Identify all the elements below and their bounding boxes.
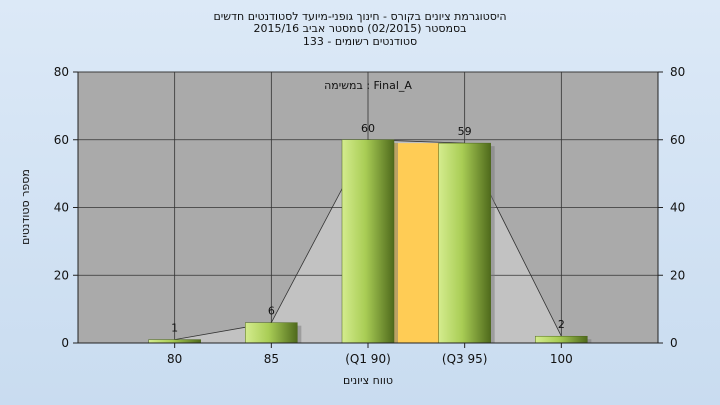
data-label: 59 xyxy=(458,125,472,138)
data-label: 6 xyxy=(268,305,275,318)
x-tick-label: (Q1 90) xyxy=(345,352,391,366)
y-tick-label-left: 20 xyxy=(54,268,69,282)
x-tick-label: (Q3 95) xyxy=(442,352,488,366)
chart-title-line-3: סטודנטים רשומים - 133 xyxy=(302,35,418,48)
y-tick-label-right: 40 xyxy=(670,201,685,215)
y-tick-label-left: 0 xyxy=(61,336,69,350)
data-label: 2 xyxy=(558,318,565,331)
chart-title-line-2: בסמסטר (02/2015) סמסטר אביב 2015/16 xyxy=(253,22,467,35)
bar xyxy=(148,339,201,344)
chart-title-line-1: היסטוגרמת ציונים בקורס - חינוך גופני-מיו… xyxy=(213,10,507,23)
x-axis-label: טווח ציונים xyxy=(343,374,393,387)
x-tick-label: 100 xyxy=(550,352,573,366)
y-tick-label-right: 60 xyxy=(670,133,685,147)
x-tick-label: 85 xyxy=(264,352,279,366)
x-tick-label: 80 xyxy=(167,352,182,366)
y-tick-label-right: 20 xyxy=(670,268,685,282)
task-annotation: במשימה : Final_A xyxy=(324,79,412,92)
bar xyxy=(245,322,298,344)
data-label: 1 xyxy=(171,322,178,335)
y-tick-label-left: 80 xyxy=(54,65,69,79)
y-tick-label-left: 40 xyxy=(54,201,69,215)
y-axis-label: מספר סטודנטים xyxy=(19,169,32,245)
bar xyxy=(341,139,395,344)
y-tick-label-left: 60 xyxy=(54,133,69,147)
y-tick-label-right: 80 xyxy=(670,65,685,79)
y-tick-label-right: 0 xyxy=(670,336,678,350)
bar xyxy=(438,142,491,344)
data-label: 60 xyxy=(361,122,375,135)
bar xyxy=(535,335,588,344)
